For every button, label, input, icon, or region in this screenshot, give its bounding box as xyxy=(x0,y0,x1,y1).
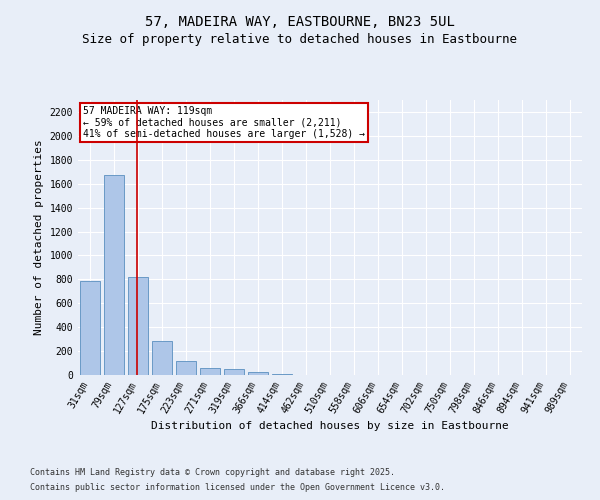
X-axis label: Distribution of detached houses by size in Eastbourne: Distribution of detached houses by size … xyxy=(151,421,509,431)
Bar xyxy=(248,372,268,375)
Text: 57 MADEIRA WAY: 119sqm
← 59% of detached houses are smaller (2,211)
41% of semi-: 57 MADEIRA WAY: 119sqm ← 59% of detached… xyxy=(83,106,365,138)
Text: 57, MADEIRA WAY, EASTBOURNE, BN23 5UL: 57, MADEIRA WAY, EASTBOURNE, BN23 5UL xyxy=(145,16,455,30)
Bar xyxy=(80,280,100,375)
Text: Contains HM Land Registry data © Crown copyright and database right 2025.: Contains HM Land Registry data © Crown c… xyxy=(30,468,395,477)
Bar xyxy=(128,277,148,375)
Bar xyxy=(104,176,124,375)
Bar xyxy=(176,361,196,375)
Text: Size of property relative to detached houses in Eastbourne: Size of property relative to detached ho… xyxy=(83,34,517,46)
Y-axis label: Number of detached properties: Number of detached properties xyxy=(34,140,44,336)
Text: Contains public sector information licensed under the Open Government Licence v3: Contains public sector information licen… xyxy=(30,483,445,492)
Bar xyxy=(152,341,172,375)
Bar xyxy=(200,368,220,375)
Bar xyxy=(224,369,244,375)
Bar xyxy=(272,374,292,375)
